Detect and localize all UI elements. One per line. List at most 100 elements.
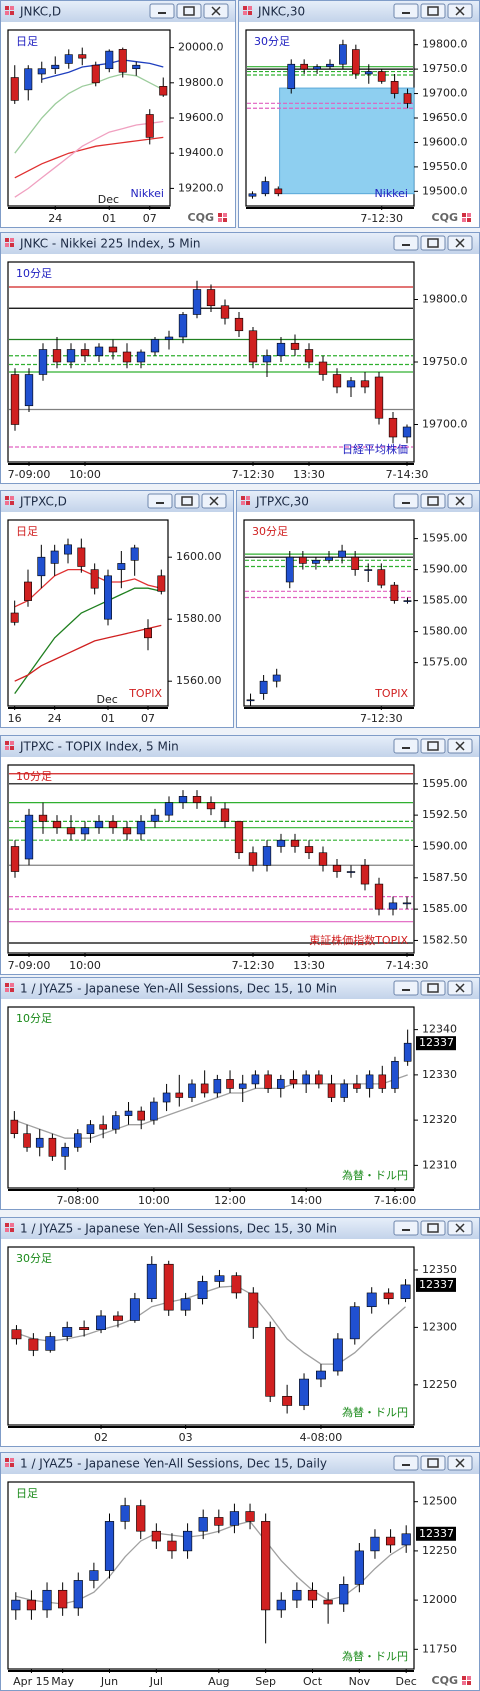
window-button-min[interactable] — [393, 1455, 419, 1471]
y-tick-label: 19200.0 — [178, 181, 224, 194]
candle-body — [346, 871, 356, 873]
candle-body — [285, 556, 294, 583]
x-tick-label: Apr 15 — [13, 1675, 50, 1688]
candle-body — [274, 188, 283, 195]
logo-mark — [218, 213, 222, 217]
x-tick-label: 7-16:00 — [374, 1194, 417, 1207]
window-button-min[interactable] — [393, 738, 419, 754]
candle-body — [290, 342, 300, 350]
x-tick-label: 7-14:30 — [386, 468, 429, 481]
candle-body — [58, 1589, 68, 1609]
candle-body — [10, 374, 20, 425]
candle-body — [91, 64, 100, 84]
logo-mark — [462, 218, 466, 222]
candle-body — [104, 1521, 115, 1571]
candle-body — [159, 86, 168, 96]
candle-body — [304, 846, 314, 854]
x-tick-label: 7-12:30 — [360, 712, 403, 725]
candle-body — [163, 1263, 174, 1311]
candle-body — [316, 1370, 326, 1380]
window-icon — [10, 1228, 14, 1232]
candle-body — [73, 1580, 83, 1609]
window-icon — [246, 496, 250, 500]
candle-body — [61, 1146, 69, 1157]
candle-body — [188, 1083, 196, 1098]
y-tick-label: 12500 — [422, 1495, 457, 1508]
candle-body — [264, 1074, 272, 1089]
window-button-min[interactable] — [393, 980, 419, 996]
candle-body — [182, 1530, 193, 1552]
candle-body — [246, 699, 255, 702]
window-icon — [10, 1458, 14, 1462]
window-icon — [246, 501, 250, 505]
title-bar — [239, 1, 479, 22]
last-price-label: 12337 — [419, 1036, 454, 1049]
x-tick-label: 10:00 — [138, 1194, 170, 1207]
candle-body — [38, 814, 48, 822]
y-tick-label: 1585.00 — [422, 594, 468, 607]
window-icon — [5, 496, 9, 500]
window-button-min[interactable] — [393, 493, 419, 509]
candle-body — [318, 852, 328, 866]
candle-body — [262, 846, 272, 866]
chart-window: JTPXC,30 1575.00 1580.00 1585.00 1590.00 1595… — [236, 490, 480, 728]
chart-label: Nikkei — [375, 187, 408, 200]
candle-body — [96, 1315, 106, 1330]
logo-mark — [218, 218, 222, 222]
window-button-max[interactable] — [420, 1220, 446, 1236]
y-tick-label: 12300 — [422, 1320, 457, 1333]
window-button-min[interactable] — [393, 3, 419, 19]
chart-label: 為替・ドル円 — [342, 1405, 408, 1419]
window-button-max[interactable] — [420, 738, 446, 754]
window-icon — [248, 11, 252, 15]
candle-body — [234, 821, 244, 854]
button-glyph — [402, 1464, 410, 1466]
window-button-max[interactable] — [174, 493, 200, 509]
window-button-min[interactable] — [393, 1220, 419, 1236]
button-glyph — [183, 6, 195, 16]
candle-body — [124, 1110, 133, 1116]
candle-body — [354, 1550, 364, 1585]
plot-area — [243, 519, 415, 707]
x-tick-label: Nov — [349, 1675, 371, 1688]
candle-body — [28, 1338, 39, 1351]
candle-body — [402, 902, 412, 905]
candle-body — [118, 49, 127, 73]
candle-body — [298, 556, 307, 564]
candle-body — [167, 1540, 177, 1552]
candle-body — [248, 330, 258, 363]
candle-body — [35, 1137, 44, 1148]
window-icon — [5, 11, 9, 15]
window-icon — [5, 988, 9, 992]
window-button-max[interactable] — [420, 1455, 446, 1471]
chart-label: Nikkei — [131, 187, 164, 200]
y-tick-label: 1600.00 — [176, 550, 222, 563]
window-button-max[interactable] — [420, 493, 446, 509]
button-glyph — [402, 989, 410, 991]
logo-mark — [462, 213, 466, 217]
window-button-min[interactable] — [147, 493, 173, 509]
button-glyph — [211, 6, 221, 16]
window-title: JTPXC,30 — [255, 495, 309, 509]
window-icon — [10, 988, 14, 992]
button-glyph — [455, 496, 465, 506]
candle-body — [383, 1292, 394, 1299]
candle-body — [94, 821, 104, 828]
window-button-max[interactable] — [176, 3, 202, 19]
logo-mark — [467, 218, 471, 222]
candle-body — [351, 49, 360, 75]
window-button-max[interactable] — [420, 235, 446, 251]
x-tick-label: 7-12:30 — [360, 212, 403, 225]
window-button-min[interactable] — [393, 235, 419, 251]
candle-body — [312, 560, 320, 564]
window-button-max[interactable] — [420, 3, 446, 19]
window-button-max[interactable] — [420, 980, 446, 996]
window-button-min[interactable] — [149, 3, 175, 19]
window-title: JNKC,D — [19, 5, 61, 19]
candle-body — [403, 93, 412, 104]
candle-body — [66, 349, 76, 363]
button-glyph — [402, 244, 410, 246]
candle-body — [377, 71, 386, 82]
